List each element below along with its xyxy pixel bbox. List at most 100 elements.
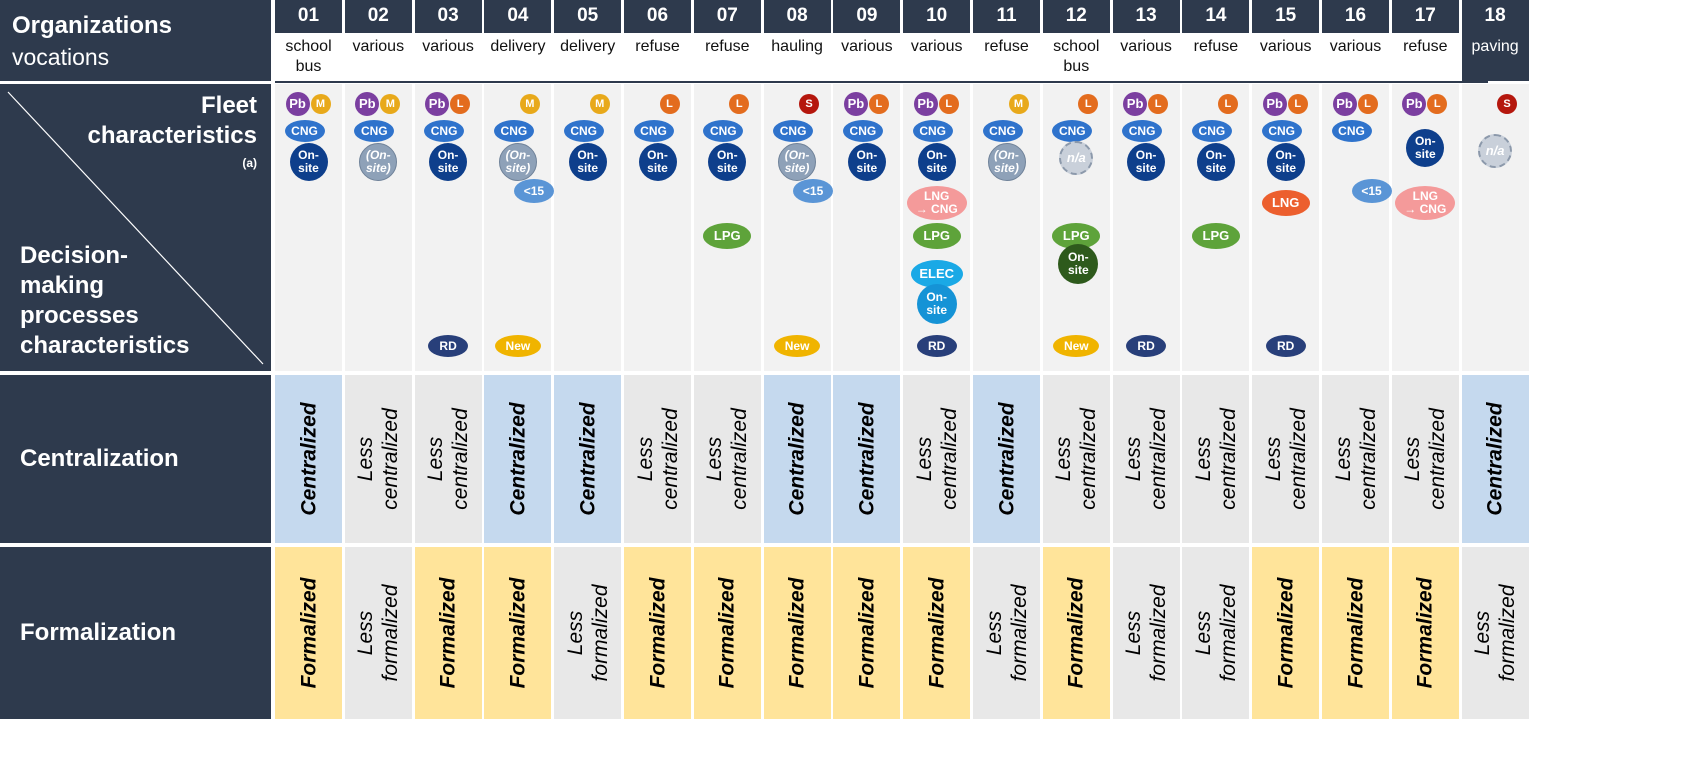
formalization-value: Formalized bbox=[1064, 577, 1088, 689]
badge-lng-cng-icon: LNG → CNG bbox=[906, 186, 967, 220]
org-formalization-cell-03: Formalized bbox=[414, 547, 482, 719]
org-number: 17 bbox=[1414, 5, 1436, 26]
badge-on-site-icon: On-site bbox=[429, 143, 468, 181]
org-formalization-cell-09: Formalized bbox=[833, 547, 901, 719]
badge-elec-on-site-icon: On-site bbox=[916, 284, 957, 324]
badge-pb-icon: Pb bbox=[425, 92, 450, 116]
org-number: 03 bbox=[437, 5, 459, 26]
org-header-18: 18 paving bbox=[1461, 0, 1529, 81]
diagonal-divider bbox=[7, 91, 264, 365]
org-vocation: refuse bbox=[635, 38, 680, 55]
org-centralization-cell-11: Centralized bbox=[973, 375, 1040, 543]
badge-cng-icon: CNG bbox=[982, 120, 1023, 142]
formalization-value: Formalized bbox=[1274, 577, 1298, 689]
badge-pb-icon: Pb bbox=[1262, 92, 1287, 116]
badge-pb-icon: Pb bbox=[843, 92, 868, 116]
org-centralization-cell-10: Less centralized bbox=[903, 375, 971, 543]
org-formalization-cell-10: Formalized bbox=[903, 547, 971, 719]
org-number-band bbox=[1461, 0, 1529, 33]
org-centralization-cell-18: Centralized bbox=[1461, 375, 1529, 543]
badge-on-site-icon: On-site bbox=[847, 143, 886, 181]
org-formalization-cell-06: Formalized bbox=[624, 547, 691, 719]
badge-l-icon: L bbox=[729, 94, 750, 114]
badge-m-icon: M bbox=[310, 94, 331, 114]
badge-on-site-icon: On-site bbox=[289, 143, 328, 181]
org-header-09: 09 various bbox=[833, 0, 901, 81]
org-formalization-cell-11: Less formalized bbox=[973, 547, 1040, 719]
org-centralization-cell-02: Less centralized bbox=[344, 375, 412, 543]
org-number: 06 bbox=[646, 5, 669, 26]
formalization-label: Formalization bbox=[20, 619, 177, 646]
org-centralization-cell-08: Centralized bbox=[763, 375, 831, 543]
org-header-12: 12 school bus bbox=[1042, 0, 1110, 81]
centralization-value: Less centralized bbox=[912, 408, 961, 510]
centralization-value: Less centralized bbox=[633, 408, 682, 510]
org-vocation: various bbox=[1329, 38, 1382, 55]
badge-pb-icon: Pb bbox=[1332, 92, 1357, 116]
formalization-header: Formalization bbox=[0, 547, 271, 719]
org-vocation: various bbox=[1259, 38, 1312, 55]
badge-on-site-icon: On-site bbox=[1406, 129, 1445, 167]
badge-rd-icon: RD bbox=[428, 335, 469, 357]
centralization-value: Less centralized bbox=[1122, 408, 1171, 510]
org-number: 16 bbox=[1344, 5, 1367, 26]
centralization-value: Less centralized bbox=[1401, 408, 1450, 510]
org-vocation: refuse bbox=[984, 38, 1029, 55]
badge-on-site-icon: On-site bbox=[1266, 143, 1305, 181]
badge-cng-icon: CNG bbox=[1331, 120, 1372, 142]
formalization-value: Formalized bbox=[436, 577, 460, 689]
badge-m-icon: M bbox=[1008, 94, 1029, 114]
badge-lng-cng-icon: LNG → CNG bbox=[1395, 186, 1456, 220]
centralization-value: Less centralized bbox=[1191, 408, 1240, 510]
badge-l-icon: L bbox=[659, 94, 680, 114]
centralization-label: Centralization bbox=[20, 445, 179, 472]
org-centralization-cell-16: Less centralized bbox=[1322, 375, 1389, 543]
centralization-value: Less centralized bbox=[1052, 408, 1101, 510]
org-centralization-cell-14: Less centralized bbox=[1182, 375, 1250, 543]
badge-s-icon: S bbox=[1497, 94, 1518, 114]
formalization-value: Less formalized bbox=[1191, 584, 1240, 682]
org-fleet-cell-18 bbox=[1461, 84, 1529, 371]
badge-m-icon: M bbox=[380, 94, 401, 114]
org-centralization-cell-01: Centralized bbox=[275, 375, 342, 543]
centralization-header: Centralization bbox=[0, 375, 271, 543]
badge-elec-icon: ELEC bbox=[910, 260, 963, 288]
org-header-03: 03 various bbox=[414, 0, 482, 81]
badge-m-icon: M bbox=[519, 94, 540, 114]
org-formalization-cell-01: Formalized bbox=[275, 547, 342, 719]
org-number: 04 bbox=[507, 5, 529, 26]
centralization-value: Centralized bbox=[785, 402, 809, 516]
badge-on-site-icon: On-site bbox=[1196, 143, 1235, 181]
badge-l-icon: L bbox=[1427, 94, 1448, 114]
badge-15-icon: <15 bbox=[513, 179, 554, 203]
org-header-16: 16 various bbox=[1322, 0, 1389, 81]
org-number-band bbox=[1112, 0, 1180, 33]
badge-on-site-icon: On-site bbox=[708, 143, 747, 181]
badge-on-site-icon: (On-site) bbox=[778, 143, 817, 181]
decision-label-line2: making bbox=[20, 272, 105, 299]
formalization-value: Less formalized bbox=[1122, 584, 1171, 682]
formalization-value: Formalized bbox=[785, 577, 809, 689]
org-number-band bbox=[763, 0, 831, 33]
org-formalization-cell-07: Formalized bbox=[693, 547, 761, 719]
org-vocation: refuse bbox=[1193, 38, 1239, 55]
org-number: 05 bbox=[577, 5, 599, 26]
badge-cng-icon: CNG bbox=[1191, 120, 1232, 142]
org-vocation: various bbox=[910, 38, 963, 55]
badge-on-site-icon: (On-site) bbox=[498, 143, 537, 181]
org-header-14: 14 refuse bbox=[1182, 0, 1250, 81]
org-header-07: 07 refuse bbox=[693, 0, 761, 81]
badge-l-icon: L bbox=[1217, 94, 1238, 114]
org-vocation: school bus bbox=[1053, 38, 1100, 75]
badge-l-icon: L bbox=[868, 94, 889, 114]
org-header-13: 13 various bbox=[1112, 0, 1180, 81]
badge-on-site-icon: (On-site) bbox=[359, 143, 398, 181]
badge-cng-icon: CNG bbox=[912, 120, 953, 142]
fleet-label-line2: characteristics bbox=[87, 122, 257, 149]
badge-cng-icon: CNG bbox=[842, 120, 883, 142]
org-vocation: delivery bbox=[560, 38, 616, 55]
org-number-band bbox=[414, 0, 482, 33]
org-number: 07 bbox=[716, 5, 738, 26]
centralization-value: Centralized bbox=[297, 402, 320, 516]
